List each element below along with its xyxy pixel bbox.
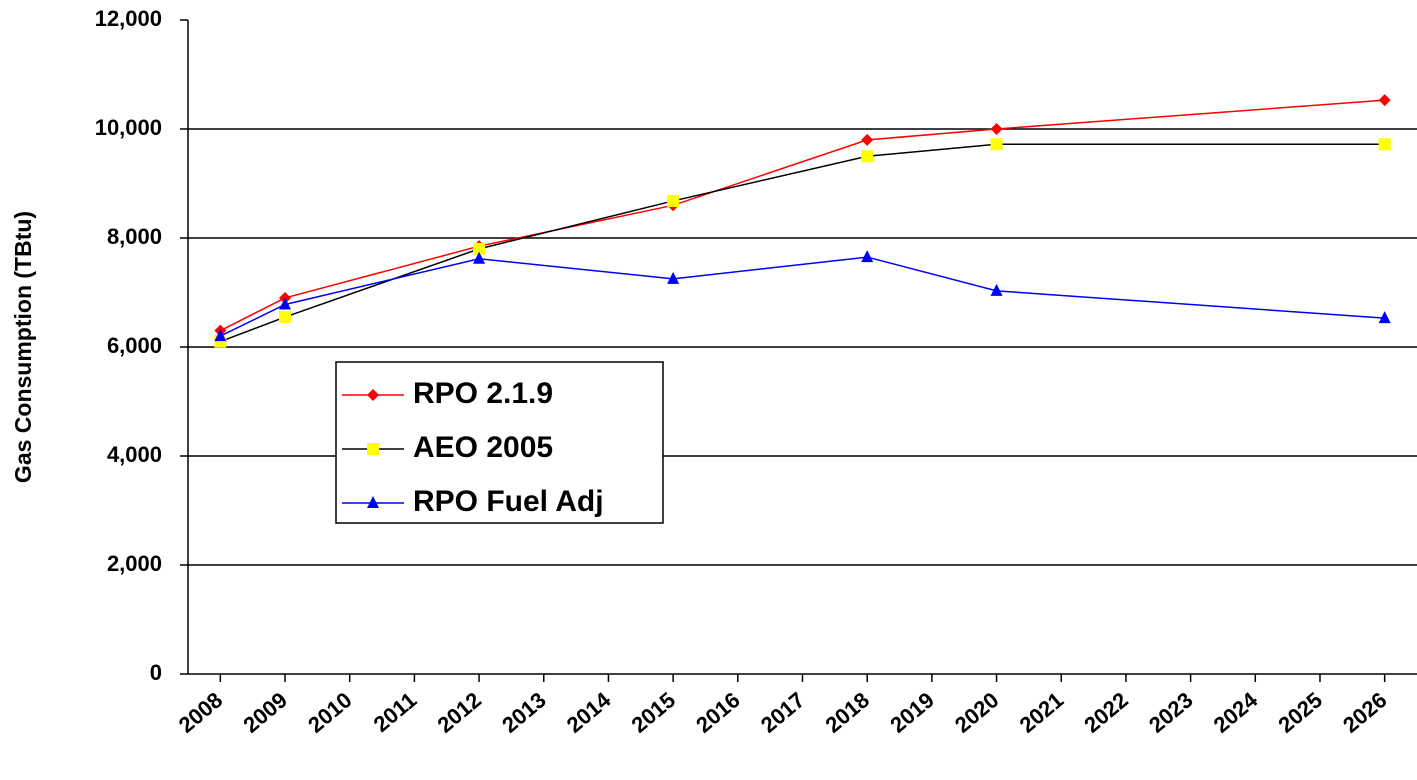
x-tick-label: 2018 (821, 687, 875, 738)
y-tick-label: 6,000 (107, 333, 162, 358)
x-tick-label: 2022 (1079, 687, 1133, 738)
x-tick-label: 2023 (1144, 687, 1198, 738)
legend: RPO 2.1.9 AEO 2005 RPO Fuel Adj (335, 361, 664, 524)
y-axis-title: Gas Consumption (TBtu) (10, 211, 36, 483)
x-tick-label: 2025 (1273, 687, 1327, 738)
marker (214, 329, 227, 342)
legend-marker (367, 443, 379, 455)
marker (473, 242, 486, 255)
x-tick-label: 2008 (174, 687, 228, 738)
marker (279, 311, 292, 324)
x-tick-label: 2011 (369, 687, 422, 737)
legend-box (335, 361, 664, 524)
y-tick-label: 4,000 (107, 442, 162, 467)
legend-label: RPO Fuel Adj (413, 485, 604, 518)
x-tick-label: 2016 (691, 687, 745, 738)
x-tick-label: 2019 (885, 687, 939, 738)
y-tick-label: 2,000 (107, 551, 162, 576)
marker (1378, 311, 1391, 324)
series-line (220, 143, 1385, 343)
x-tick-label: 2026 (1338, 687, 1392, 738)
x-tick-label: 2015 (627, 687, 681, 738)
x-tick-label: 2020 (950, 687, 1004, 738)
x-tick-label: 2013 (497, 687, 551, 738)
marker (473, 251, 486, 264)
marker (861, 133, 874, 146)
y-tick-label: 12,000 (95, 6, 162, 31)
x-tick-label: 2010 (303, 687, 357, 738)
marker (1378, 94, 1391, 107)
legend-marker (367, 389, 379, 401)
marker (279, 297, 292, 310)
x-tick-label: 2009 (238, 687, 292, 738)
x-tick-label: 2014 (562, 687, 616, 738)
marker (861, 250, 874, 263)
legend-label: RPO 2.1.9 (413, 377, 553, 410)
marker (861, 150, 874, 163)
y-tick-label: 10,000 (95, 115, 162, 140)
x-tick-label: 2012 (432, 687, 486, 738)
y-tick-label: 0 (150, 660, 162, 685)
legend-label: AEO 2005 (413, 431, 553, 464)
series-line (220, 99, 1385, 332)
marker (1378, 138, 1391, 151)
marker (990, 283, 1003, 296)
marker (990, 123, 1003, 135)
marker (667, 194, 680, 207)
marker (667, 271, 680, 284)
x-tick-label: 2024 (1209, 687, 1263, 738)
marker (990, 138, 1003, 151)
y-tick-label: 8,000 (107, 224, 162, 249)
x-tick-label: 2021 (1015, 687, 1069, 738)
legend-marker (367, 496, 379, 508)
x-tick-label: 2017 (756, 687, 810, 738)
